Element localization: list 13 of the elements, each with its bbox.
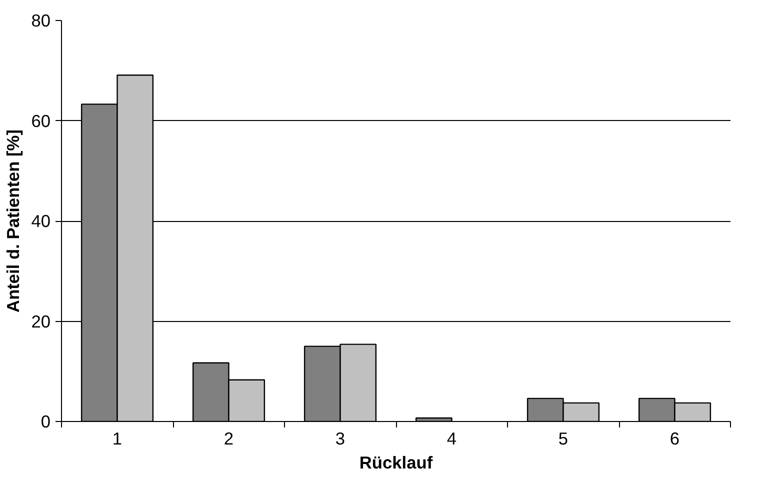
y-tick-label: 40	[31, 211, 51, 231]
x-tick-label: 2	[224, 428, 234, 448]
x-tick-label: 6	[670, 428, 680, 448]
y-tick-label: 60	[31, 110, 51, 131]
y-tick-label: 0	[40, 412, 51, 432]
y-tick-label: 20	[31, 311, 51, 332]
y-axis-title: Anteil d. Patienten [%]	[3, 130, 24, 312]
y-tick-label: 80	[31, 10, 51, 30]
x-tick-label: 4	[446, 428, 457, 448]
x-tick-label: 3	[335, 428, 346, 448]
x-axis-title: Rücklauf	[359, 452, 433, 472]
x-tick-label: 1	[112, 428, 122, 448]
x-tick-label: 5	[558, 428, 568, 448]
